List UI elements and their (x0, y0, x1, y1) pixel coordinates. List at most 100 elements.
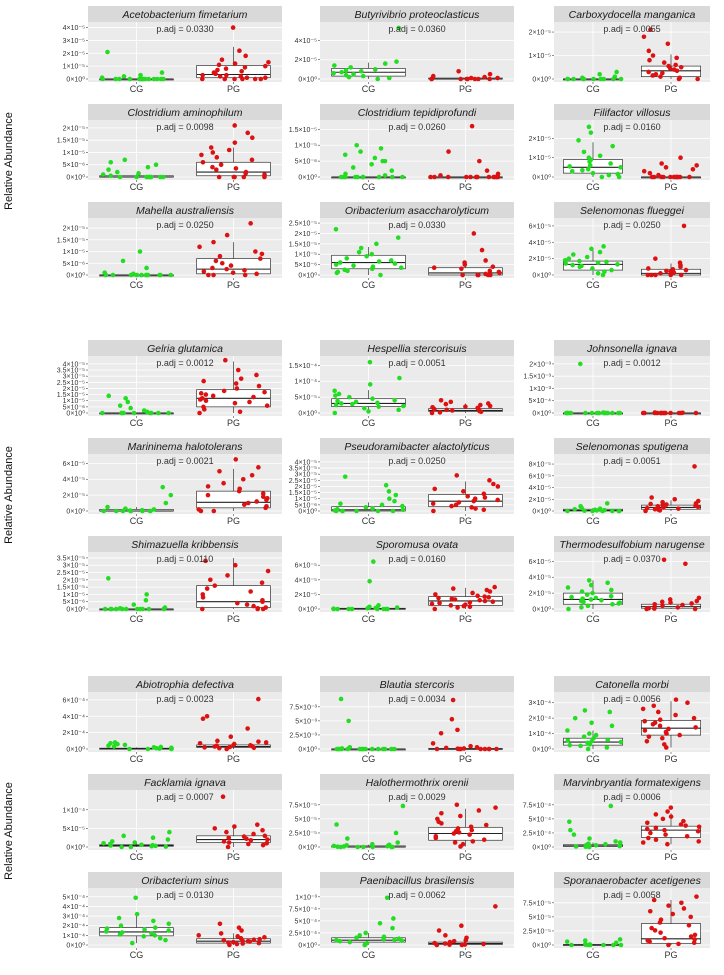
y-tick-label: 4×10⁻⁴ (63, 904, 85, 911)
data-point-pg (262, 389, 267, 395)
data-point-cg (334, 822, 339, 827)
data-point-cg (372, 67, 378, 72)
data-point-cg (605, 737, 611, 743)
data-point-pg (446, 149, 451, 154)
data-point-cg (390, 508, 396, 514)
data-point-cg (137, 249, 143, 254)
data-point-pg (225, 844, 231, 850)
data-point-cg (601, 76, 607, 82)
data-point-pg (495, 484, 501, 489)
data-point-pg (644, 826, 650, 832)
data-point-pg (481, 941, 486, 947)
data-point-pg (494, 746, 499, 752)
data-point-cg (134, 606, 140, 612)
data-point-pg (233, 457, 239, 462)
data-point-cg (601, 942, 606, 948)
data-point-cg (143, 597, 149, 603)
data-point-pg (201, 404, 206, 410)
data-point-pg (646, 69, 651, 75)
data-point-cg (588, 130, 594, 135)
data-point-cg (360, 73, 366, 79)
data-point-pg (663, 729, 669, 735)
y-tick-label: 0×10⁰ (532, 746, 551, 754)
data-point-pg (224, 266, 229, 272)
y-tick-label: 2×10⁻⁴ (529, 716, 551, 723)
data-point-cg (376, 174, 382, 180)
data-point-pg (676, 410, 682, 416)
data-point-pg (684, 834, 690, 839)
y-tick-label: 0×10⁰ (66, 410, 85, 418)
data-point-pg (429, 410, 435, 416)
data-point-pg (478, 746, 483, 752)
data-point-pg (482, 495, 488, 500)
data-point-pg (232, 61, 238, 66)
data-point-pg (666, 903, 671, 908)
data-point-pg (447, 939, 453, 945)
x-tick-label: CG (130, 852, 144, 862)
data-point-cg (578, 361, 583, 367)
facet-strip (554, 872, 710, 888)
data-point-pg (238, 74, 244, 79)
data-point-cg (564, 410, 570, 416)
facet-strip (88, 104, 282, 120)
data-point-pg (696, 824, 702, 830)
padj-annotation: p.adj = 0.0250 (603, 220, 660, 230)
padj-annotation: p.adj = 0.0021 (156, 456, 213, 466)
facet-strip (554, 438, 710, 454)
data-point-pg (648, 27, 653, 32)
data-point-cg (354, 142, 359, 148)
data-point-pg (657, 717, 663, 722)
data-point-pg (210, 393, 216, 399)
data-point-cg (570, 262, 575, 268)
data-point-pg (232, 824, 237, 829)
data-point-pg (430, 404, 435, 410)
data-point-pg (665, 809, 670, 814)
data-point-cg (609, 587, 614, 593)
data-point-cg (589, 720, 594, 726)
data-point-pg (232, 76, 237, 82)
facet-strip (88, 6, 282, 22)
facet-strip (554, 774, 710, 790)
data-point-cg (612, 74, 618, 79)
data-point-pg (450, 586, 456, 591)
data-point-pg (436, 595, 441, 601)
data-point-pg (249, 135, 255, 141)
x-tick-label: CG (586, 182, 600, 192)
x-tick-label: PG (664, 614, 677, 624)
data-point-pg (214, 167, 219, 172)
y-tick-label: 4×10⁻⁵ (295, 38, 317, 45)
data-point-cg (134, 272, 140, 278)
data-point-pg (658, 74, 663, 79)
data-point-cg (168, 272, 174, 278)
y-tick-label: 0×10⁰ (66, 746, 85, 754)
data-point-pg (211, 239, 216, 245)
data-point-pg (228, 263, 234, 268)
data-point-cg (569, 942, 574, 948)
data-point-pg (217, 468, 222, 474)
data-point-pg (649, 272, 654, 278)
data-point-pg (641, 168, 647, 174)
facet-title: Blautia stercoris (380, 679, 455, 691)
x-tick-label: PG (227, 852, 240, 862)
y-tick-label: 0×10⁰ (298, 174, 317, 182)
facet-strip (88, 676, 282, 692)
y-tick-label: 1.5×10⁻⁵ (57, 237, 85, 244)
data-point-cg (610, 601, 615, 607)
y-tick-label: 2.5×10⁻⁴ (289, 930, 317, 937)
data-point-cg (386, 75, 392, 81)
facet-strip (88, 536, 282, 552)
data-point-pg (241, 174, 247, 180)
data-point-pg (225, 573, 230, 578)
x-tick-label: PG (459, 516, 472, 526)
y-tick-label: 2×10⁻⁵ (529, 136, 551, 143)
data-point-pg (260, 494, 266, 500)
data-point-cg (400, 503, 405, 509)
data-point-cg (568, 410, 574, 416)
data-point-cg (145, 164, 151, 170)
padj-annotation: p.adj = 0.0006 (603, 792, 660, 802)
y-tick-label: 0×10⁰ (298, 844, 317, 852)
data-point-pg (245, 938, 251, 944)
data-point-pg (204, 586, 210, 591)
facet-title: Clostridium aminophilum (128, 107, 243, 119)
data-point-pg (243, 53, 248, 59)
